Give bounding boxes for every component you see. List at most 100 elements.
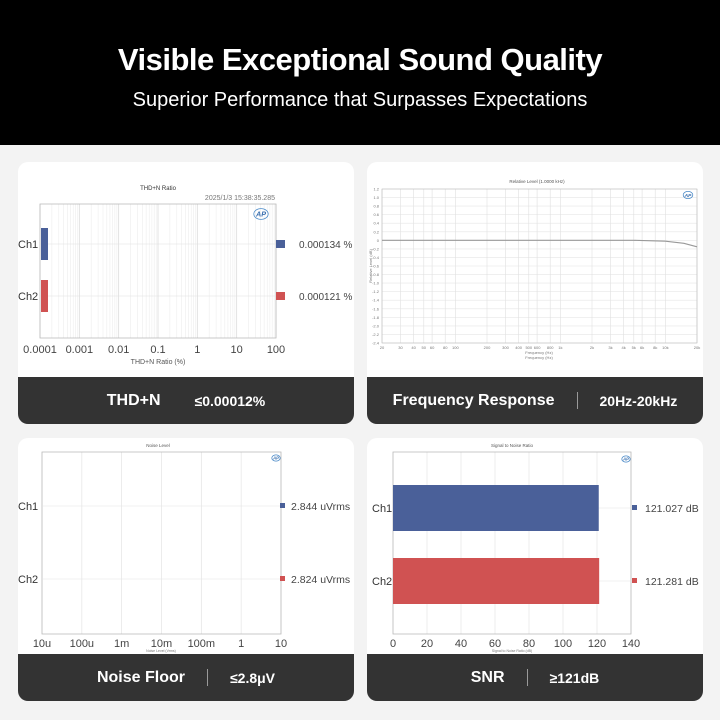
x-axis-label: Frequency (Hz)	[525, 355, 553, 360]
x-tick-label: 100	[554, 638, 572, 650]
y-tick-label: 0.6	[373, 212, 379, 217]
x-tick-label: 10	[275, 638, 287, 650]
y-tick-label: -1.8	[372, 315, 380, 320]
legend-swatch	[280, 503, 285, 508]
bar-ch2	[393, 558, 600, 604]
legend-swatch	[276, 292, 285, 300]
snr-chart: Signal to Noise Ratio 0 20 40 60 80 100 120 140 S…	[372, 443, 699, 653]
x-tick-label: 500	[525, 345, 532, 350]
x-tick-label: 300	[502, 345, 509, 350]
y-tick-label: -2.2	[372, 332, 380, 337]
spec-label: Frequency Response	[392, 391, 555, 409]
x-tick-label: 5k	[632, 345, 636, 350]
x-axis-label: Signal to Noise Ratio (dB)	[492, 649, 532, 653]
x-tick-label: 60	[489, 638, 501, 650]
y-tick-label: -1.6	[372, 306, 380, 311]
response-curve	[382, 239, 698, 248]
x-tick-label: 0.1	[150, 344, 165, 356]
x-tick-label: 40	[455, 638, 467, 650]
x-tick-label: 30	[398, 345, 403, 350]
spec-label: SNR	[470, 668, 505, 686]
spec-value: ≤2.8μV	[229, 669, 276, 686]
plot-frame	[392, 451, 632, 635]
noise-floor-chart: Noise Level 10u 100u 1m 10m 100m 1 10 Noise Leve…	[18, 443, 350, 653]
y-tick-label: 1.0	[373, 195, 379, 200]
hero-banner: Visible Exceptional Sound Quality Superi…	[0, 0, 720, 145]
ap-logo-icon	[271, 454, 281, 462]
y-tick-label: -0.4	[372, 255, 380, 260]
x-tick-label: 10m	[151, 638, 172, 650]
ap-logo-text: AP	[272, 456, 279, 461]
frequency-spec-bar: Frequency Response 20Hz-20kHz	[367, 377, 703, 424]
x-tick-label: 40	[411, 345, 416, 350]
y-axis-label: Relative Level (dB)	[368, 248, 373, 282]
value-label: 0.000121 %	[299, 292, 352, 303]
x-tick-label: 80	[523, 638, 535, 650]
x-tick-label: 2k	[590, 345, 594, 350]
y-tick-label: -0.6	[372, 264, 380, 269]
chart-title: Relative Level (1.0000 kHz)	[509, 179, 565, 184]
y-tick-label: 0.8	[373, 204, 379, 209]
y-tick-label: 0	[377, 238, 380, 243]
snr-spec-bar: SNR ≥121dB	[367, 654, 703, 701]
x-tick-label: 1	[194, 344, 200, 356]
x-tick-label: 1m	[114, 638, 129, 650]
x-tick-label: 0.001	[66, 344, 94, 356]
category-label: Ch2	[372, 576, 392, 588]
x-tick-label: 1k	[558, 345, 562, 350]
ap-logo-text: AP	[622, 457, 629, 462]
chart-title: Noise Level	[146, 443, 170, 448]
value-label: 2.824 uVrms	[291, 574, 350, 586]
x-tick-label: 140	[622, 638, 640, 650]
thd-chart: THD+N Ratio 2025/1/3 15:38:35.285 0.0001 0.…	[18, 186, 352, 366]
category-label: Ch1	[18, 501, 38, 513]
y-tick-label: -2.0	[372, 323, 380, 328]
x-tick-label: 400	[515, 345, 522, 350]
bar-ch1	[41, 228, 48, 260]
x-axis-label: Noise Level (Vrms)	[146, 649, 176, 653]
category-label: Ch1	[18, 239, 38, 251]
x-tick-label: 100	[267, 344, 285, 356]
noise-floor-card: Noise Level 10u 100u 1m 10m 100m 1 10 Noise Leve…	[18, 438, 354, 701]
plot-frame	[41, 451, 282, 635]
y-tick-label: 1.2	[373, 187, 379, 192]
x-tick-label: 1	[238, 638, 244, 650]
ap-logo-text: AP	[255, 210, 266, 219]
x-tick-label: 20k	[694, 345, 700, 350]
x-tick-label: 8k	[653, 345, 657, 350]
divider	[526, 669, 528, 686]
ap-logo-icon	[621, 455, 631, 463]
thd-card: THD+N Ratio 2025/1/3 15:38:35.285 0.0001 0.…	[18, 162, 354, 424]
y-tick-label: -0.8	[372, 272, 380, 277]
x-tick-label: 80	[443, 345, 448, 350]
spec-label: Noise Floor	[96, 668, 185, 686]
spec-value: 20Hz-20kHz	[599, 392, 678, 409]
spec-value: ≤0.00012%	[194, 392, 266, 409]
y-tick-label: -2.4	[372, 341, 380, 346]
y-tick-label: -1.2	[372, 289, 380, 294]
x-tick-label: 20	[380, 345, 385, 350]
x-tick-label: 10u	[33, 638, 51, 650]
x-tick-label: 20	[421, 638, 433, 650]
chart-title: THD+N Ratio	[140, 186, 177, 192]
bar-ch1	[393, 485, 599, 531]
x-tick-label: 100u	[70, 638, 94, 650]
hero-title: Visible Exceptional Sound Quality	[117, 42, 603, 77]
x-axis-label: THD+N Ratio (%)	[131, 359, 186, 366]
chart-title: Signal to Noise Ratio	[491, 443, 534, 448]
x-tick-label: 0.01	[108, 344, 129, 356]
ap-logo-icon	[682, 190, 694, 199]
noise-spec-bar: Noise Floor ≤2.8μV	[18, 654, 354, 701]
x-tick-label: 0	[390, 638, 396, 650]
legend-swatch	[280, 576, 285, 581]
x-tick-label: 0.0001	[23, 344, 57, 356]
x-tick-label: 800	[547, 345, 554, 350]
spec-value: ≥121dB	[549, 669, 600, 686]
x-tick-label: 600	[534, 345, 541, 350]
category-label: Ch1	[372, 503, 392, 515]
value-label: 2.844 uVrms	[291, 501, 350, 513]
x-tick-label: 120	[588, 638, 606, 650]
x-tick-label: 3k	[608, 345, 612, 350]
frequency-response-chart: Relative Level (1.0000 kHz) 1.2 1.0 0.8 0.6 0…	[368, 179, 700, 360]
y-tick-label: -1.0	[372, 281, 380, 286]
